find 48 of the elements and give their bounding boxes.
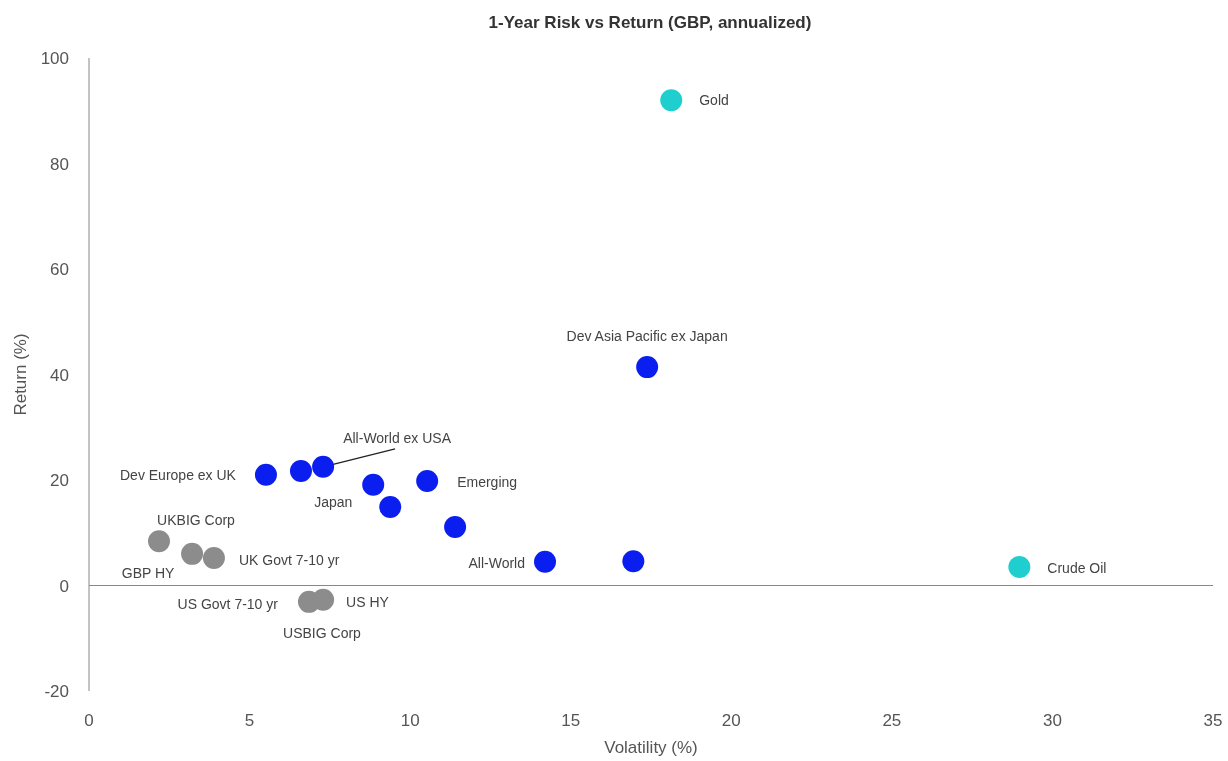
x-axis-title: Volatility (%) — [604, 738, 698, 757]
annotation: US Govt 7-10 yr — [177, 595, 279, 612]
point — [622, 550, 645, 573]
annotation: GBP HY — [121, 564, 176, 581]
y-tick-label: 40 — [50, 365, 69, 385]
x-tick-label: 35 — [1203, 711, 1223, 730]
point — [534, 550, 557, 573]
point — [362, 473, 385, 496]
x-tick-label: 30 — [1042, 711, 1062, 730]
x-tick-label: 0 — [84, 711, 94, 730]
annotation: All-World ex USA — [343, 429, 452, 446]
point — [181, 542, 204, 565]
x-tick-label: 10 — [400, 711, 420, 730]
annotation: USBIG Corp — [283, 624, 362, 641]
x-tick-label: 5 — [244, 711, 255, 730]
annotation: All-World — [468, 554, 526, 571]
y-axis-title: Return (%) — [11, 333, 30, 416]
y-tick-label: 0 — [59, 576, 69, 596]
point — [660, 89, 683, 112]
annotation: Dev Europe ex UK — [120, 466, 237, 483]
y-tick-label: 100 — [40, 49, 69, 68]
point — [379, 495, 402, 518]
point — [312, 455, 335, 478]
y-tick-label: -20 — [44, 682, 69, 701]
y-tick-label: 20 — [50, 471, 69, 490]
point — [312, 588, 335, 611]
point — [254, 463, 277, 486]
point — [289, 460, 312, 483]
annotation: Crude Oil — [1047, 560, 1107, 577]
annotation: Gold — [699, 92, 729, 109]
x-tick-label: 25 — [882, 711, 902, 730]
point — [202, 547, 225, 570]
point — [416, 470, 439, 493]
point — [636, 356, 659, 379]
point — [444, 515, 467, 538]
annotation: Japan — [314, 493, 353, 510]
annotation: UK Govt 7-10 yr — [238, 552, 340, 569]
y-tick-label: 60 — [50, 260, 69, 279]
annotation: Dev Asia Pacific ex Japan — [566, 328, 728, 345]
annotation: Emerging — [457, 474, 518, 491]
point — [1008, 556, 1031, 579]
y-tick-label: 80 — [50, 154, 69, 174]
x-tick-label: 15 — [561, 711, 581, 730]
chart-title: 1-Year Risk vs Return (GBP, annualized) — [488, 13, 812, 32]
annotation: US HY — [346, 593, 390, 610]
point — [148, 530, 171, 553]
x-tick-label: 20 — [721, 711, 741, 730]
annotation: UKBIG Corp — [157, 512, 236, 529]
